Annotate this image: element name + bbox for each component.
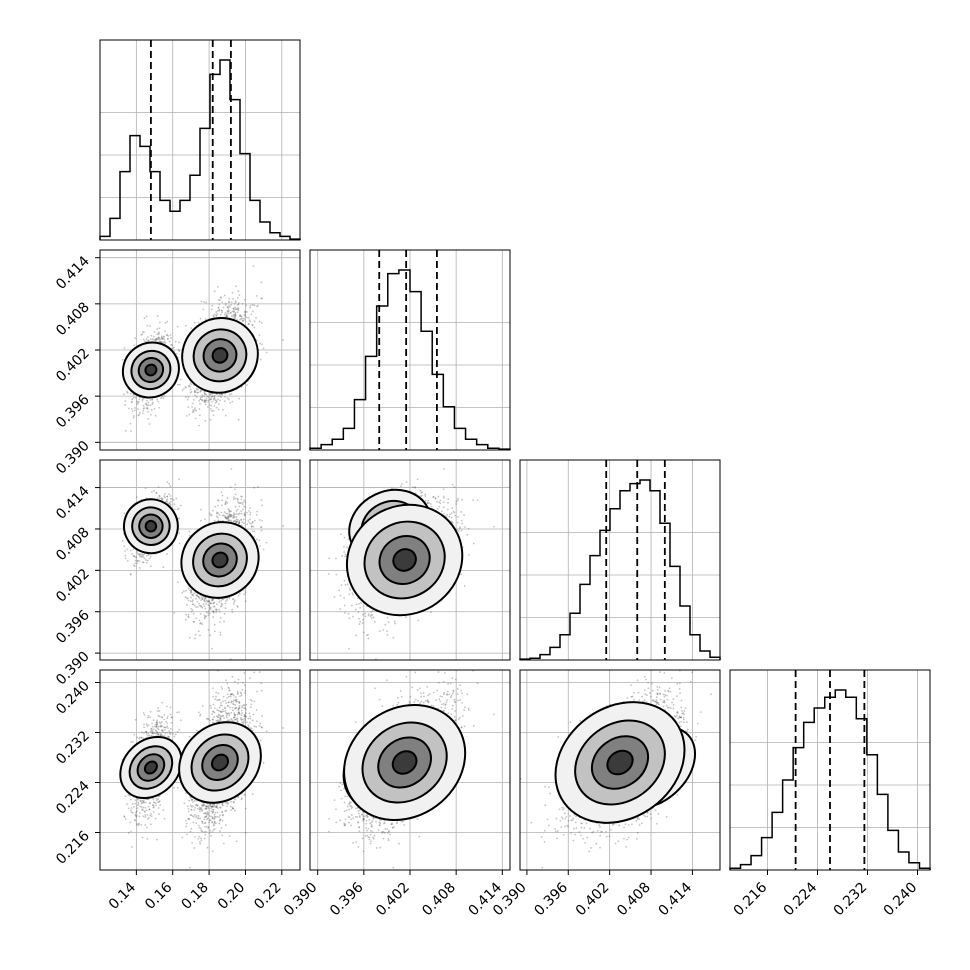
hist-panel-0 xyxy=(99,39,301,241)
contour-0-3 xyxy=(143,760,158,775)
grid xyxy=(310,670,510,870)
x-tick-label: 0.18 xyxy=(179,880,212,913)
grid xyxy=(100,670,300,870)
histogram-2 xyxy=(519,479,721,660)
x-tick-label: 0.408 xyxy=(419,880,459,920)
grid xyxy=(520,460,720,660)
x-tick-label: 0.414 xyxy=(656,879,696,919)
hist-panel-2 xyxy=(519,459,721,661)
hist-panel-1 xyxy=(309,249,511,451)
contour-1-3 xyxy=(392,548,417,572)
y-tick-label: 0.390 xyxy=(53,649,93,689)
axes-frame xyxy=(309,459,511,661)
y-tick-label: 0.396 xyxy=(53,607,93,647)
y-tick-label: 0.402 xyxy=(53,346,93,386)
x-tick-label: 0.408 xyxy=(614,880,654,920)
x-tick-label: 0.224 xyxy=(781,879,821,919)
x-tick-label: 0.232 xyxy=(831,880,871,920)
contour-0-3 xyxy=(144,519,158,533)
x-tick-label: 0.240 xyxy=(881,880,921,920)
x-tick-label: 0.402 xyxy=(373,880,413,920)
axes-frame xyxy=(99,39,301,241)
x-tick-label: 0.20 xyxy=(215,880,248,913)
x-tick-label: 0.216 xyxy=(731,879,771,919)
grid xyxy=(100,40,300,240)
y-tick-label: 0.414 xyxy=(53,253,93,293)
y-tick-label: 0.396 xyxy=(53,392,93,432)
y-tick-label: 0.216 xyxy=(53,828,93,868)
x-tick-label: 0.14 xyxy=(106,879,139,912)
axes-frame xyxy=(519,459,721,661)
x-tick-label: 0.402 xyxy=(573,880,613,920)
contour-0-3 xyxy=(144,363,158,377)
contour-1-3 xyxy=(211,551,229,569)
y-tick-label: 0.402 xyxy=(53,566,93,606)
axes-frame xyxy=(519,669,721,871)
x-tick-label: 0.16 xyxy=(142,879,175,912)
contour-1-3 xyxy=(391,750,418,775)
y-tick-label: 0.390 xyxy=(53,438,93,478)
contour-1-3 xyxy=(606,749,634,776)
y-tick-label: 0.408 xyxy=(53,299,93,339)
y-tick-label: 0.408 xyxy=(53,524,93,564)
x-tick-label: 0.390 xyxy=(281,880,321,920)
hist-panel-3: 0.216 0.224 0.232 0.240 xyxy=(729,669,931,920)
contour-1-3 xyxy=(211,753,229,772)
x-tick-label: 0.396 xyxy=(531,879,571,919)
scatter-panel-2-1 xyxy=(309,459,511,661)
contour-1-3 xyxy=(211,347,229,364)
histogram-1 xyxy=(309,269,511,450)
scatter-panel-1-0: 0.390 0.396 0.402 0.408 0.414 xyxy=(53,249,301,478)
axes-frame xyxy=(309,249,511,451)
scatter-panel-3-2: 0.390 0.396 0.402 0.408 0.414 xyxy=(490,669,721,920)
y-tick-label: 0.232 xyxy=(53,728,93,768)
axes-frame xyxy=(99,459,301,661)
scatter-panel-3-1: 0.390 0.396 0.402 0.408 0.414 xyxy=(281,669,511,920)
axes-frame xyxy=(729,669,931,871)
histogram-0 xyxy=(99,59,301,240)
y-tick-label: 0.224 xyxy=(53,778,93,818)
x-tick-label: 0.396 xyxy=(327,879,367,919)
axes-frame xyxy=(99,669,301,871)
y-tick-label: 0.414 xyxy=(53,483,93,523)
